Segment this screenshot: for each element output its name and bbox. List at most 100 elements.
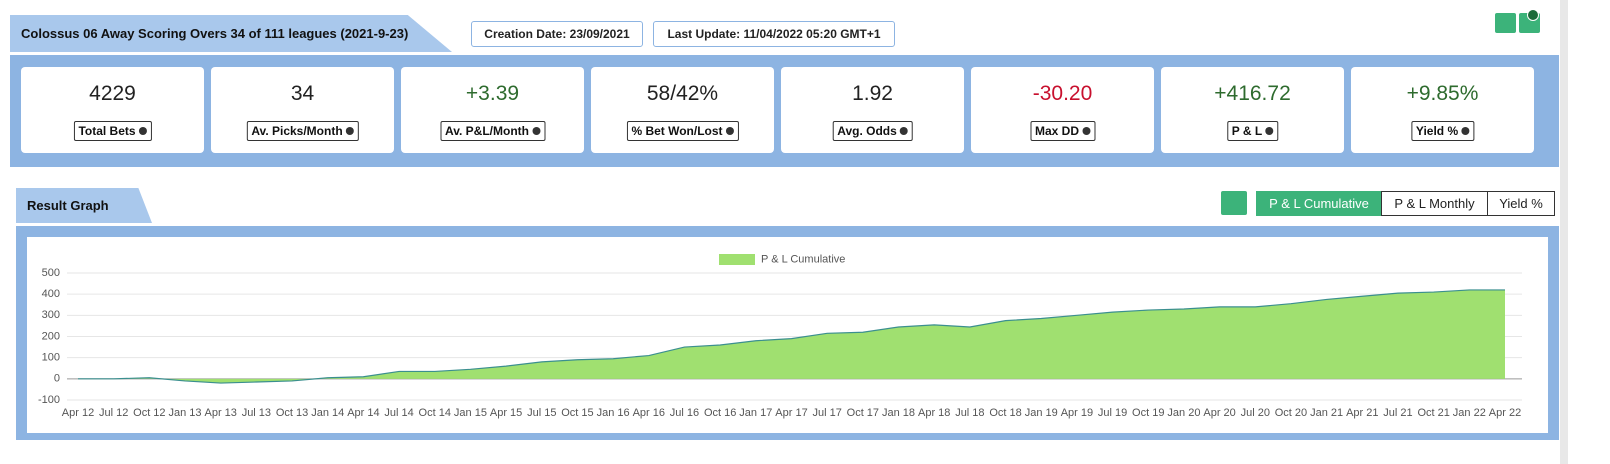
x-tick-label: Oct 13 (276, 407, 308, 419)
x-tick-label: Jul 13 (242, 407, 271, 419)
info-icon (345, 127, 354, 135)
stat-value: +416.72 (1214, 82, 1291, 105)
stat-label-text: % Bet Won/Lost (631, 124, 723, 138)
x-tick-label: Jul 16 (670, 407, 699, 419)
stat-value: +9.85% (1406, 82, 1479, 105)
scrollbar[interactable] (1560, 0, 1568, 464)
x-tick-label: Apr 20 (1203, 407, 1235, 419)
x-tick-label: Apr 16 (633, 407, 665, 419)
x-tick-label: Jul 15 (527, 407, 556, 419)
x-tick-label: Jan 21 (1310, 407, 1343, 419)
stat-label[interactable]: P & L (1226, 121, 1279, 141)
stat-label-text: P & L (1231, 124, 1263, 138)
stat-label[interactable]: Max DD (1029, 121, 1096, 141)
x-tick-label: Apr 13 (204, 407, 236, 419)
x-tick-label: Jul 12 (99, 407, 128, 419)
header-tab: Colossus 06 Away Scoring Overs 34 of 111… (10, 15, 452, 52)
x-tick-label: Oct 16 (704, 407, 736, 419)
stat-label[interactable]: Total Bets (73, 121, 152, 141)
stat-label-text: Av. Picks/Month (251, 124, 343, 138)
stat-label[interactable]: Yield % (1410, 121, 1475, 141)
x-tick-label: Oct 20 (1275, 407, 1307, 419)
x-tick-label: Oct 12 (133, 407, 165, 419)
graph-tab-button[interactable]: Yield % (1487, 191, 1555, 216)
stat-card: 58/42% % Bet Won/Lost (591, 67, 774, 153)
x-tick-label: Jan 15 (454, 407, 487, 419)
x-tick-label: Jan 13 (169, 407, 202, 419)
legend-swatch (719, 254, 755, 265)
stat-value: 34 (290, 82, 315, 105)
x-tick-label: Jul 14 (384, 407, 413, 419)
x-tick-label: Apr 22 (1489, 407, 1521, 419)
stat-card: 1.92 Avg. Odds (781, 67, 964, 153)
x-tick-label: Jan 22 (1453, 407, 1486, 419)
stat-card: +3.39 Av. P&L/Month (401, 67, 584, 153)
x-tick-label: Apr 17 (775, 407, 807, 419)
stat-label-text: Avg. Odds (837, 124, 897, 138)
graph-tab: Result Graph (16, 188, 152, 223)
stat-value: 58/42% (646, 82, 719, 105)
check-button[interactable] (1519, 9, 1540, 33)
area-fill (78, 289, 1505, 384)
y-tick-label: 100 (42, 352, 60, 364)
x-tick-label: Oct 21 (1417, 407, 1449, 419)
stat-card: -30.20 Max DD (971, 67, 1154, 153)
stat-label[interactable]: Av. Picks/Month (246, 121, 359, 141)
stat-label-text: Max DD (1034, 124, 1080, 138)
stat-label[interactable]: % Bet Won/Lost (626, 121, 739, 141)
x-tick-label: Jan 18 (882, 407, 915, 419)
stat-value: 1.92 (852, 82, 893, 105)
graph-tab-button[interactable]: P & L Cumulative (1256, 191, 1382, 216)
last-update: Last Update: 11/04/2022 05:20 GMT+1 (653, 21, 895, 47)
x-tick-label: Jul 21 (1383, 407, 1412, 419)
x-tick-label: Apr 12 (62, 407, 94, 419)
stat-card: +9.85% Yield % (1351, 67, 1534, 153)
x-tick-label: Jul 18 (955, 407, 984, 419)
y-tick-label: 500 (42, 267, 60, 279)
x-tick-label: Apr 18 (918, 407, 950, 419)
info-icon (1265, 127, 1274, 135)
x-tick-label: Apr 15 (490, 407, 522, 419)
legend-label: P & L Cumulative (761, 253, 845, 265)
x-tick-label: Jan 17 (739, 407, 772, 419)
info-icon (725, 127, 734, 135)
info-icon (532, 127, 540, 135)
stat-value: -30.20 (1032, 82, 1093, 105)
stat-card: 4229 Total Bets (21, 67, 204, 153)
creation-date: Creation Date: 23/09/2021 (471, 21, 643, 47)
x-tick-label: Oct 18 (989, 407, 1021, 419)
check-icon (1527, 9, 1539, 21)
x-tick-label: Oct 14 (419, 407, 451, 419)
download-button[interactable] (1495, 13, 1516, 33)
stat-value: 4229 (89, 82, 136, 105)
x-tick-label: Apr 19 (1061, 407, 1093, 419)
stat-label[interactable]: Avg. Odds (832, 121, 913, 141)
area-line (78, 289, 1505, 384)
stat-label-text: Av. P&L/Month (445, 124, 529, 138)
stat-card: 34 Av. Picks/Month (211, 67, 394, 153)
info-icon (138, 127, 147, 135)
x-tick-label: Jul 20 (1241, 407, 1270, 419)
x-tick-label: Oct 15 (561, 407, 593, 419)
stats-panel: 4229 Total Bets 34 Av. Picks/Month +3.39 Av. … (10, 55, 1559, 167)
y-tick-label: 0 (54, 373, 60, 385)
graph-tab-button[interactable]: P & L Monthly (1381, 191, 1488, 216)
header-title: Colossus 06 Away Scoring Overs 34 of 111… (21, 26, 409, 41)
x-tick-label: Jul 17 (812, 407, 841, 419)
x-tick-label: Oct 17 (847, 407, 879, 419)
x-tick-label: Jan 19 (1025, 407, 1058, 419)
info-icon (1082, 127, 1091, 135)
x-tick-label: Oct 19 (1132, 407, 1164, 419)
stat-card: +416.72 P & L (1161, 67, 1344, 153)
stat-value: +3.39 (465, 82, 520, 105)
stat-label-text: Yield % (1415, 124, 1459, 138)
x-tick-label: Jan 20 (1167, 407, 1200, 419)
x-tick-label: Jan 14 (311, 407, 344, 419)
graph-download[interactable] (1221, 191, 1247, 215)
stat-label[interactable]: Av. P&L/Month (440, 121, 545, 141)
y-tick-label: 200 (42, 330, 60, 342)
info-icon (1461, 127, 1470, 135)
graph-title: Result Graph (27, 198, 109, 213)
